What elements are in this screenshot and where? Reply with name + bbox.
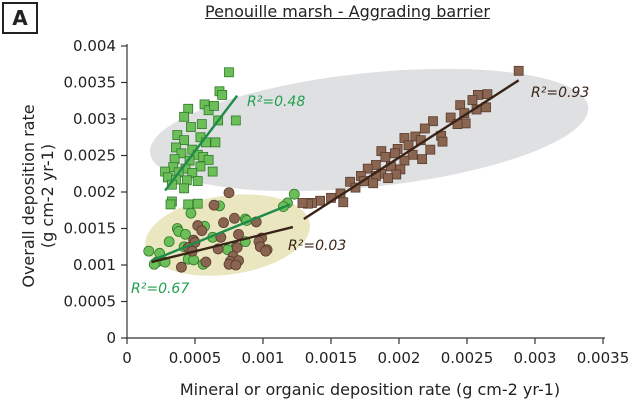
r-squared-label-4: R²=0.03 [288,238,346,254]
x-tick-label: 0.0025 [441,349,494,367]
x-tick-label: 0.003 [514,349,557,367]
green-square-point [217,90,228,100]
brown-square-point [380,152,391,162]
brown-square-point [370,160,381,170]
x-tick-label: 0.001 [242,349,285,367]
green-square-point [209,100,219,111]
brown-square-point [445,112,456,123]
brown-circle-point [175,261,187,273]
brown-circle-point [229,212,240,224]
green-circle-point [180,228,191,240]
brown-square-point [437,136,448,147]
brown-square-point [460,118,471,129]
r-squared-label-1: R²=0.48 [247,94,305,110]
brown-circle-point [196,225,208,237]
brown-square-point [407,149,418,160]
green-square-point [192,198,203,209]
y-tick-label: 0.0035 [64,74,117,92]
brown-circle-point [230,259,242,271]
x-tick-label: 0.0015 [305,349,358,367]
y-tick-label: 0.0015 [64,220,117,238]
brown-circle-point [260,245,272,257]
brown-square-point [513,65,524,76]
brown-square-point [315,195,326,206]
x-tick-label: 0 [122,349,132,367]
green-square-point [224,67,234,78]
x-tick-label: 0.0005 [169,349,222,367]
brown-square-point [482,89,493,100]
y-tick-label: 0.0005 [64,293,117,311]
x-tick-label: 0.002 [378,349,421,367]
regression-line-4 [151,225,294,264]
green-square-point [165,199,176,210]
y-axis-label-line-2: (g cm-2 yr-1) [38,143,57,249]
green-square-point [176,148,187,159]
y-tick-label: 0.001 [73,256,116,274]
brown-square-point [425,144,436,155]
regression-line-1 [164,94,239,192]
y-tick-label: 0.004 [73,37,116,55]
brown-square-point [428,116,438,127]
brown-square-point [467,95,478,105]
brown-square-point [297,198,308,208]
y-tick-label: 0.003 [73,110,116,128]
brown-square-point [417,154,428,165]
green-square-point [179,135,190,146]
y-axis-label: Overall deposition rate (g cm-2 yr-1) [19,96,57,296]
x-tick-label: 0.0035 [577,349,630,367]
brown-square-point [419,123,430,134]
green-square-point [179,183,190,194]
green-circle-point [288,188,300,200]
green-square-point [203,154,214,165]
green-square-point [230,115,241,126]
brown-circle-point [218,217,229,229]
brown-circle-point [208,199,220,211]
green-circle-point [185,207,197,219]
green-square-point [171,142,181,153]
regression-line-2 [303,79,520,221]
brown-square-point [362,163,373,174]
green-square-point [183,199,194,210]
green-square-point [172,130,183,140]
green-square-point [179,111,190,122]
brown-square-point [368,178,379,189]
r-squared-label-3: R²=0.67 [131,281,189,297]
green-square-point [187,168,198,178]
y-tick-label: 0.0025 [64,147,117,165]
brown-circle-point [223,187,235,199]
green-circle-point [143,245,155,257]
green-square-point [195,161,206,172]
brown-circle-point [231,242,243,253]
green-square-point [186,122,196,132]
green-square-point [196,119,207,130]
brown-square-point [391,169,402,180]
brown-circle-point [200,256,212,268]
brown-circle-point [233,228,244,240]
y-axis-label-line-1: Overall deposition rate [19,104,38,288]
green-circle-point [163,236,175,248]
panel-label: A [2,2,38,34]
brown-square-point [481,102,491,113]
y-tick-label: 0 [106,329,116,347]
green-square-point [207,166,218,177]
y-tick-label: 0.002 [73,183,116,201]
chart-title: Penouille marsh - Aggrading barrier [205,2,490,21]
green-square-point [192,176,203,186]
green-circle-point [188,254,200,266]
x-axis-label: Mineral or organic deposition rate (g cm… [179,380,561,399]
regression-line-3 [151,203,291,262]
brown-square-point [345,176,355,187]
brown-square-point [390,148,400,159]
brown-square-point [383,173,394,184]
green-square-point [210,137,221,148]
brown-square-point [403,140,414,151]
brown-square-point [338,197,349,208]
brown-square-point [472,90,483,100]
r-squared-label-2: R²=0.93 [531,85,589,101]
